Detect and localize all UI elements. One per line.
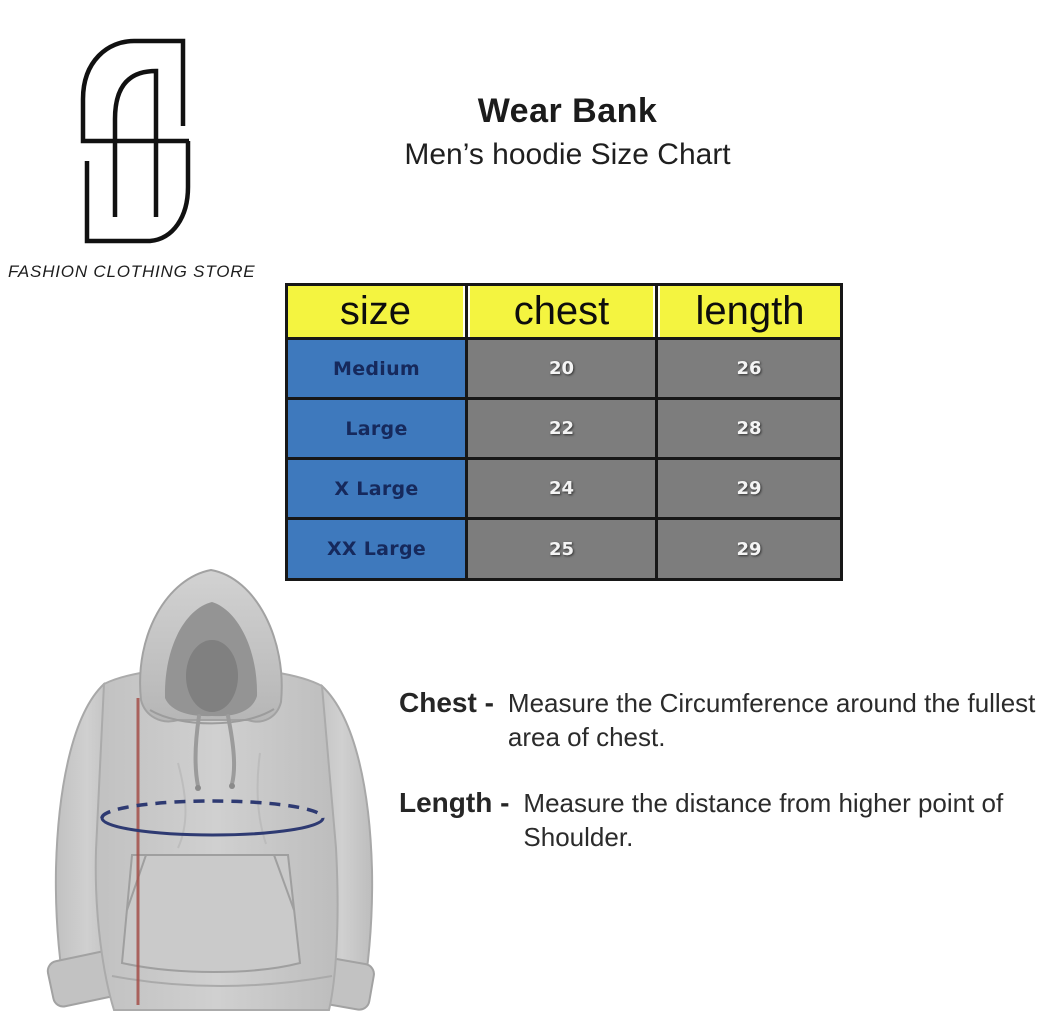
chest-instruction: Chest - Measure the Circumference around… xyxy=(399,686,1035,754)
chest-measure-ellipse-front xyxy=(100,817,325,837)
column-header-length: length xyxy=(658,286,840,337)
wrinkle-line xyxy=(177,762,187,849)
table-cell-size: X Large xyxy=(288,460,465,517)
table-cell-chest: 25 xyxy=(468,520,655,578)
chest-measure-ellipse-back xyxy=(100,799,325,819)
length-instruction-line1: Measure the distance from higher point o… xyxy=(523,788,1004,818)
drawstring-right xyxy=(226,714,237,786)
table-cell-chest: 22 xyxy=(468,400,655,457)
hoodie-photo-illustration xyxy=(46,568,375,1011)
chest-instruction-line1: Measure the Circumference around the ful… xyxy=(507,688,1036,718)
length-instruction-label: Length - xyxy=(399,787,510,818)
length-instruction: Length - Measure the distance from highe… xyxy=(399,786,1003,854)
table-cell-length: 29 xyxy=(658,520,840,578)
table-cell-chest: 24 xyxy=(468,460,655,517)
column-header-chest: chest xyxy=(468,286,655,337)
page-title: Wear Bank Men’s hoodie Size Chart xyxy=(315,92,820,172)
table-cell-length: 26 xyxy=(658,340,840,397)
brand-monogram-icon xyxy=(80,38,191,244)
drawstring-tip xyxy=(195,785,201,791)
title-line1: Wear Bank xyxy=(477,92,658,130)
table-cell-size: Large xyxy=(288,400,465,457)
length-instruction-line2: Shoulder. xyxy=(523,822,634,852)
logo-lower-s-stroke xyxy=(84,141,191,244)
table-cell-chest: 20 xyxy=(468,340,655,397)
drawstring-tip xyxy=(229,783,235,789)
brand-tagline: FASHION CLOTHING STORE xyxy=(8,262,256,281)
hood-inner-shadow xyxy=(186,640,238,712)
column-header-size: size xyxy=(288,286,465,337)
logo-arch-stroke xyxy=(112,68,159,217)
chest-instruction-label: Chest - xyxy=(399,687,494,718)
hoodie-pocket xyxy=(120,854,302,973)
title-line2: Men’s hoodie Size Chart xyxy=(404,138,731,171)
table-cell-length: 29 xyxy=(658,460,840,517)
hood-bottom-seam xyxy=(149,708,275,725)
pocket-right-opening xyxy=(273,854,295,911)
length-instruction-text: Measure the distance from higher point o… xyxy=(523,786,1003,854)
table-cell-size: XX Large xyxy=(288,520,465,578)
drawstring-left xyxy=(193,714,201,788)
logo-upper-s-stroke xyxy=(80,38,189,144)
table-cell-length: 28 xyxy=(658,400,840,457)
chest-instruction-text: Measure the Circumference around the ful… xyxy=(508,686,1036,754)
table-cell-size: Medium xyxy=(288,340,465,397)
chest-instruction-line2: area of chest. xyxy=(507,722,666,752)
size-chart-table: size chest length Medium 20 26 Large 22 … xyxy=(285,283,843,581)
